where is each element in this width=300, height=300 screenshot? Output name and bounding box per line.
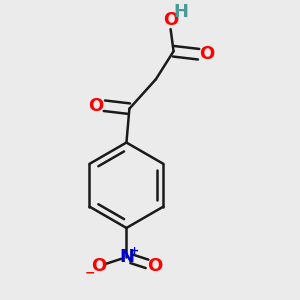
Text: −: − [85,266,95,279]
Text: O: O [88,97,104,115]
Text: O: O [163,11,178,29]
Text: O: O [91,257,106,275]
Text: H: H [173,3,188,21]
Text: O: O [199,45,214,63]
Text: +: + [130,246,139,256]
Text: O: O [147,257,162,275]
Text: N: N [119,248,134,266]
